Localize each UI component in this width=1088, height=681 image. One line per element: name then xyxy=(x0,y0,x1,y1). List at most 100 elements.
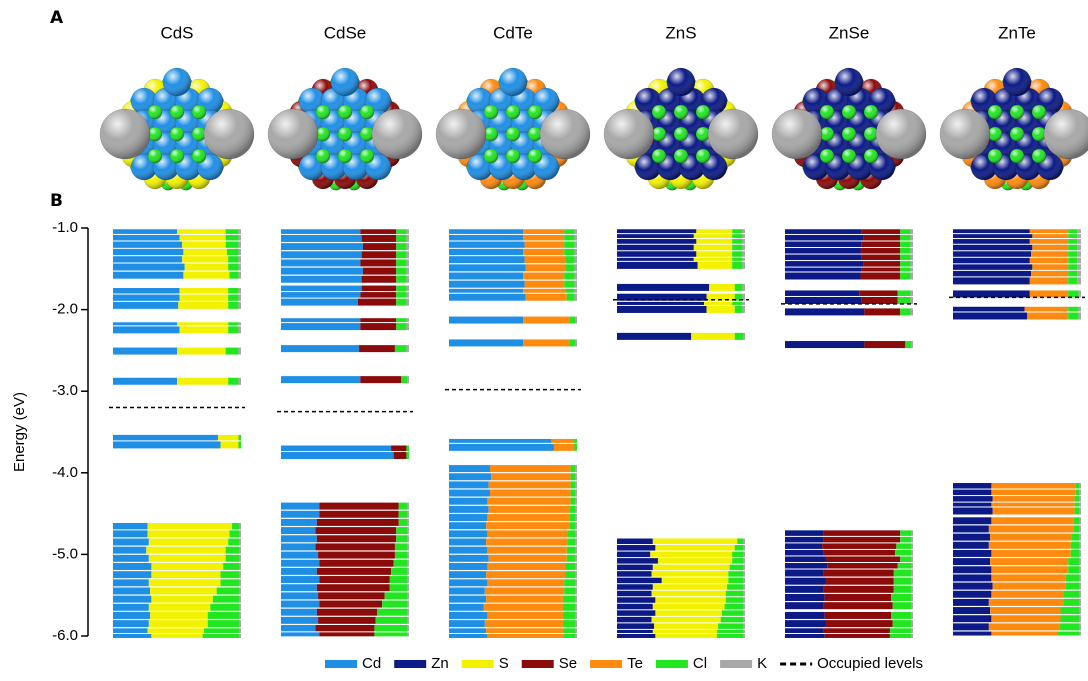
level-segment xyxy=(911,585,913,593)
level-segment xyxy=(911,569,913,577)
level-segment xyxy=(988,525,1074,533)
level-segment xyxy=(1029,229,1069,234)
level-segment xyxy=(953,483,992,489)
level-segment xyxy=(575,505,577,513)
level-segment xyxy=(617,564,653,571)
level-segment xyxy=(216,587,240,595)
level-segment xyxy=(1068,229,1078,234)
level-segment xyxy=(396,229,407,234)
y-tick-label: -6.0 xyxy=(52,627,78,644)
level-segment xyxy=(238,322,241,326)
level-segment xyxy=(147,523,233,530)
level-segment xyxy=(406,267,409,275)
level-segment xyxy=(315,543,395,551)
level-segment xyxy=(449,530,488,538)
atom-shade xyxy=(604,109,654,159)
level-segment xyxy=(953,558,991,566)
cluster xyxy=(603,67,759,191)
level-segment xyxy=(743,633,745,638)
level-segment xyxy=(113,579,149,587)
level-segment xyxy=(113,546,147,554)
level-segment xyxy=(220,579,240,587)
level-segment xyxy=(617,305,707,313)
atom-shade xyxy=(331,68,359,96)
level-segment xyxy=(617,538,653,545)
level-segment xyxy=(229,530,240,538)
level-segment xyxy=(239,620,241,628)
level-segment xyxy=(823,585,894,593)
level-segment xyxy=(785,549,824,556)
level-segment xyxy=(146,546,226,554)
level-segment xyxy=(487,497,571,505)
level-segment xyxy=(860,248,901,254)
level-segment xyxy=(449,248,524,256)
level-segment xyxy=(911,594,913,601)
level-segment xyxy=(486,595,563,603)
level-segment xyxy=(743,545,745,551)
level-segment xyxy=(396,285,407,292)
level-segment xyxy=(864,341,906,349)
level-segment xyxy=(727,584,744,590)
level-segment xyxy=(449,611,488,619)
level-segment xyxy=(655,610,722,616)
level-segment xyxy=(565,571,576,579)
level-segment xyxy=(743,623,745,629)
legend-label: Zn xyxy=(431,655,449,672)
level-segment xyxy=(825,620,893,628)
level-segment xyxy=(897,562,912,569)
level-segment xyxy=(239,530,241,538)
atom-shade xyxy=(204,109,254,159)
level-segment xyxy=(487,562,566,570)
level-segment xyxy=(1077,270,1081,277)
level-segment xyxy=(316,567,392,575)
level-segment xyxy=(239,633,241,638)
level-segment xyxy=(449,633,488,638)
level-segment xyxy=(281,323,361,331)
atom-shade xyxy=(1032,149,1046,163)
level-segment xyxy=(238,326,241,334)
level-segment xyxy=(1079,533,1081,541)
level-segment xyxy=(113,523,148,530)
level-segment xyxy=(1063,598,1080,606)
atom-shade xyxy=(1010,127,1024,141)
atom-shade xyxy=(772,109,822,159)
level-segment xyxy=(316,535,397,543)
level-segment xyxy=(743,610,745,616)
level-segment xyxy=(570,465,576,473)
level-segment xyxy=(565,256,575,264)
level-segment xyxy=(281,510,320,518)
level-segment xyxy=(573,438,577,443)
level-segment xyxy=(487,546,567,554)
level-segment xyxy=(565,264,575,272)
level-segment xyxy=(570,497,576,505)
level-segment xyxy=(953,270,1032,277)
level-segment xyxy=(148,538,229,546)
level-segment xyxy=(953,582,993,590)
level-segment xyxy=(693,244,733,251)
level-segment xyxy=(217,434,239,441)
level-segment xyxy=(566,554,576,562)
level-segment xyxy=(239,587,241,595)
level-segment xyxy=(562,595,576,603)
level-segment xyxy=(225,554,240,562)
level-segment xyxy=(232,523,240,530)
level-segment xyxy=(562,611,576,619)
level-segment xyxy=(449,497,488,505)
level-segment xyxy=(1032,234,1069,239)
level-segment xyxy=(1074,496,1080,502)
level-segment xyxy=(742,283,745,291)
level-segment xyxy=(151,595,213,603)
level-segment xyxy=(486,628,563,633)
level-segment xyxy=(725,597,744,603)
level-segment xyxy=(182,256,229,263)
level-segment xyxy=(822,543,897,549)
level-segment xyxy=(859,290,898,296)
level-segment xyxy=(393,452,407,460)
level-segment xyxy=(377,608,408,616)
level-segment xyxy=(487,530,569,538)
level-segment xyxy=(238,241,241,248)
level-segment xyxy=(1060,615,1080,623)
level-segment xyxy=(177,377,229,385)
level-segment xyxy=(864,308,901,316)
level-segment xyxy=(406,445,409,452)
